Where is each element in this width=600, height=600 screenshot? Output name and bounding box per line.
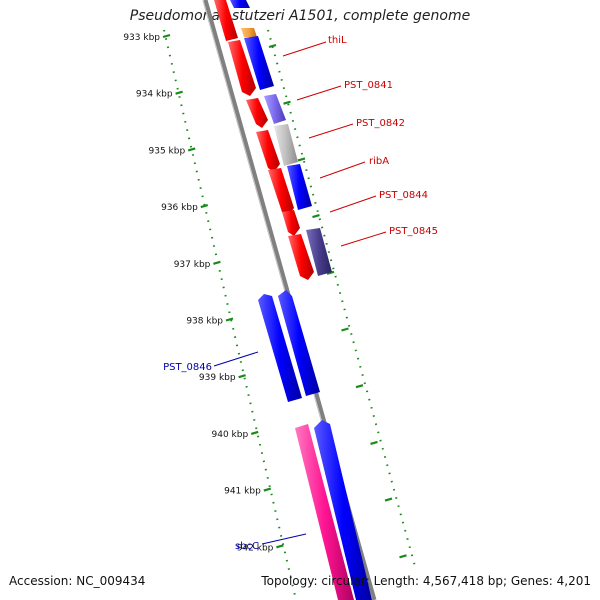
outer-ruler-tick (268, 43, 277, 49)
ruler-tick (276, 544, 284, 549)
gene-PST_0841-red[interactable] (246, 98, 268, 128)
gene-PST_0841-lavender[interactable] (264, 94, 286, 124)
ruler-tick-label: 937 kbp (174, 260, 211, 270)
accession-text: Accession: NC_009434 (9, 574, 146, 588)
gene-sbcC-blue[interactable] (314, 420, 372, 600)
gene-thiL-red[interactable] (228, 40, 256, 96)
gene-ribA-blue[interactable] (287, 164, 312, 210)
ruler-tick-labels: 933 kbp 934 kbp 935 kbp 936 kbp 937 kbp 938 k… (123, 33, 273, 553)
ruler-tick (238, 374, 246, 379)
ruler-tick (213, 260, 221, 265)
ruler-tick-label: 938 kbp (186, 317, 223, 327)
outer-ruler-tick (355, 384, 364, 389)
gene-ribA-red[interactable] (268, 168, 294, 216)
ruler-tick (175, 90, 183, 95)
gene-PST_0842-gray[interactable] (274, 124, 298, 166)
ruler-tick (187, 147, 196, 152)
ruler-tick-label: 939 kbp (199, 373, 236, 383)
ruler-tick-label: 934 kbp (136, 90, 173, 100)
gene-labels: thiL PST_0841 PST_0842 ribA PST_0844 PST… (163, 35, 438, 552)
outer-ruler-tick (399, 554, 407, 559)
outer-ruler-tick (326, 270, 335, 275)
outer-ruler-tick (297, 157, 306, 162)
label-sbcC[interactable]: sbcC (235, 541, 259, 552)
gene-sbcC-pink[interactable] (295, 424, 354, 600)
ruler-tick-label: 940 kbp (212, 430, 249, 440)
label-leaders (213, 41, 387, 545)
gene-PST_0846-blue-a[interactable] (258, 294, 302, 402)
ruler-tick-label: 935 kbp (149, 146, 186, 156)
ruler-tick-label: 942 kbp (237, 543, 274, 553)
gene-blue-top[interactable] (230, 0, 250, 8)
outer-ruler-tick (370, 440, 378, 445)
gene-red-top[interactable] (214, 0, 238, 41)
gene-features (214, 0, 372, 600)
gene-PST_0845-slate[interactable] (306, 228, 332, 276)
outer-ruler-tick (384, 497, 393, 502)
label-PST_0846[interactable]: PST_0846 (163, 362, 212, 373)
gene-PST_0846-blue-b[interactable] (278, 290, 320, 396)
ruler-tick (263, 487, 272, 492)
label-PST_0841[interactable]: PST_0841 (344, 80, 393, 91)
gene-PST_0842-red[interactable] (256, 130, 280, 172)
gene-orange-top[interactable] (241, 28, 257, 37)
ruler-tick-label: 941 kbp (224, 487, 261, 497)
label-ribA[interactable]: ribA (369, 156, 389, 167)
ruler-tick-label: 933 kbp (123, 33, 160, 43)
label-PST_0844[interactable]: PST_0844 (379, 190, 428, 201)
outer-ruler-tick (341, 327, 349, 332)
ruler-tick (225, 317, 234, 322)
ruler-tick-label: 936 kbp (161, 203, 198, 213)
gene-PST_0845-red[interactable] (288, 234, 314, 280)
inner-ruler: 933 kbp 934 kbp 935 kbp 936 kbp 937 kbp 938 k… (123, 29, 297, 600)
genome-summary-text: Topology: circular; Length: 4,567,418 bp… (261, 574, 591, 588)
gene-PST_0844-red[interactable] (282, 210, 300, 236)
ruler-major-ticks (162, 33, 284, 549)
ruler-tick (162, 33, 171, 39)
outer-ruler-tick (283, 100, 291, 105)
label-PST_0845[interactable]: PST_0845 (389, 226, 438, 237)
ruler-tick (200, 204, 209, 209)
outer-ruler (267, 29, 417, 571)
genome-title: Pseudomonas stutzeri A1501, complete gen… (129, 8, 471, 24)
outer-ruler-tick (312, 214, 320, 219)
label-thiL[interactable]: thiL (328, 35, 347, 46)
outer-ruler-ticks (268, 43, 407, 559)
ruler-tick (250, 430, 259, 435)
label-PST_0842[interactable]: PST_0842 (356, 118, 405, 129)
gene-thiL-blue[interactable] (244, 36, 274, 90)
